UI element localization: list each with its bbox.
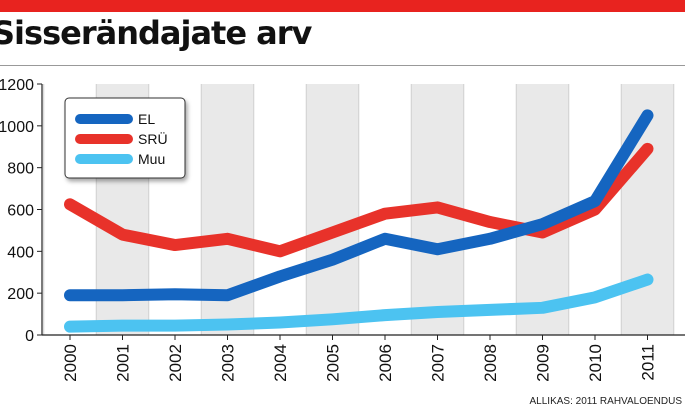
y-tick-label: 1200 [0,77,34,94]
x-tick-label: 2010 [586,344,605,382]
x-tick-label: 2006 [376,344,395,382]
x-tick-label: 2008 [481,344,500,382]
x-tick-label: 2007 [429,344,448,382]
y-tick-label: 400 [7,244,34,261]
x-tick-label: 2004 [271,344,290,382]
legend-label-EL: EL [138,111,155,127]
x-tick-label: 2002 [166,344,185,382]
legend-label-Muu: Muu [138,151,165,167]
title-divider [0,65,685,66]
x-tick-label: 2011 [639,344,658,381]
grid-band [516,84,569,335]
x-tick-label: 2005 [324,344,343,382]
x-tick-label: 2003 [219,344,238,382]
y-tick-label: 1000 [0,119,34,136]
x-tick-label: 2009 [534,344,553,382]
y-tick-label: 800 [7,161,34,178]
legend-label-SRÜ: SRÜ [138,130,168,147]
chart-title: Sisserändajate arv [0,14,312,52]
series-line-SRÜ [64,142,654,258]
source-note: ALLIKAS: 2011 RAHVALOENDUS [529,396,682,407]
series-line-Muu [64,273,654,333]
grid-band [306,84,359,335]
top-accent-bar [0,0,685,12]
x-tick-label: 2000 [61,344,80,382]
series-line-EL [64,109,654,302]
y-tick-label: 0 [25,328,34,345]
y-tick-label: 200 [7,286,34,303]
x-tick-label: 2001 [114,344,133,382]
y-tick-label: 600 [7,203,34,220]
